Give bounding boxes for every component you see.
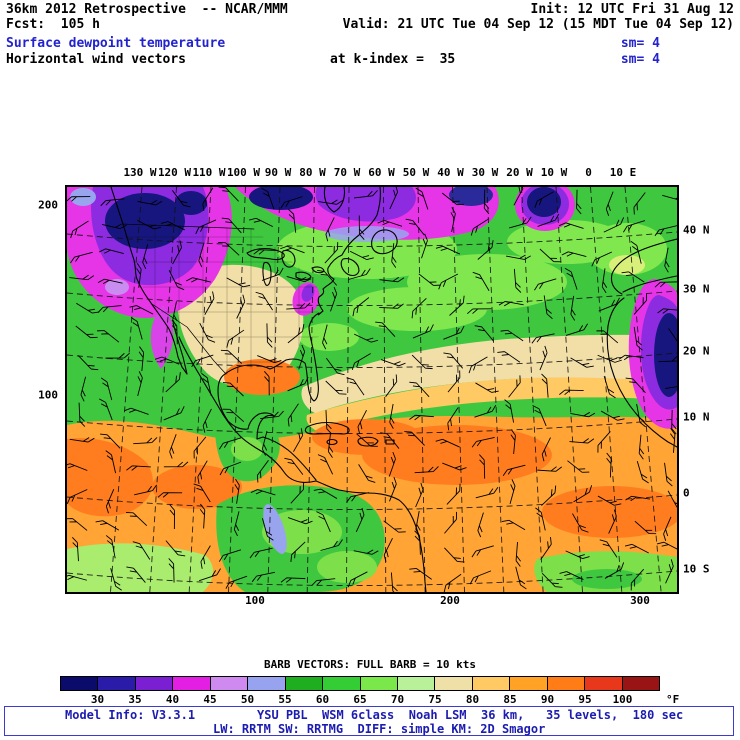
colorbar-tick: 100 [612,693,633,706]
longitude-label: 110 W [192,166,226,179]
vector-title: Horizontal wind vectors [6,52,187,67]
colorbar-cell [323,677,361,690]
colorbar-tick: 85 [503,693,517,706]
colorbar-cell [360,677,398,690]
colorbar [60,676,660,691]
colorbar-tick: 75 [428,693,442,706]
colorbar-cell [435,677,473,690]
longitude-label: 70 W [333,166,361,179]
grid-y-label: 100 [38,388,58,402]
colorbar-tick: 95 [578,693,592,706]
longitude-axis: 130 W 120 W 110 W 100 W 90 W 80 W 70 W 60 W 50 W… [65,166,675,182]
map-svg [67,187,677,592]
latitude-label: 30 N [683,282,710,296]
latitude-label: 10 N [683,410,710,424]
valid-time: Valid: 21 UTC Tue 04 Sep 12 (15 MDT Tue … [342,17,734,32]
longitude-label: 90 W [264,166,292,179]
colorbar-cell [135,677,174,690]
colorbar-cell [98,677,136,690]
colorbar-tick: 40 [165,693,180,706]
latitude-label: 10 S [683,562,710,576]
colorbar-cell [547,677,586,690]
longitude-label: 120 W [157,166,192,179]
forecast-hour: Fcst: 105 h [6,17,100,32]
longitude-label: 40 W [437,166,464,179]
coastlines [110,187,677,592]
colorbar-cell [472,677,511,690]
grid-x-label: 300 [630,594,650,607]
longitude-label: 130 W [123,166,157,179]
longitude-label: 10 E [609,166,637,179]
model-title: 36km 2012 Retrospective -- NCAR/MMM [6,2,288,17]
longitude-label: 20 W [506,166,533,179]
grid-y-axis: 200 100 [28,185,60,590]
map-canvas [65,185,679,594]
colorbar-cell [210,677,249,690]
colorbar-cell [173,677,211,690]
latitude-label: 20 N [683,344,710,358]
colorbar-tick: 65 [353,693,367,706]
model-version: Model Info: V3.3.1 [65,708,196,722]
physics-summary-2: LW: RRTM SW: RRTMG DIFF: simple KM: 2D S… [213,722,546,736]
grid-x-label: 100 [245,594,265,607]
colorbar-tick: 30 [90,693,105,706]
longitude-label: 30 W [471,166,499,179]
state-borders [122,225,319,375]
longitude-label: 80 W [299,166,326,179]
colorbar-tick: 80 [465,693,480,706]
colorbar-cell [622,677,659,690]
colorbar-tick-labels: 30 35 40 45 50 55 60 65 70 75 80 85 90 95 100 [60,693,660,706]
longitude-label: 10 W [540,166,568,179]
colorbar-cell [510,677,548,690]
colorbar-cell [248,677,286,690]
field-smoothing: sm= 4 [620,36,660,51]
field-title: Surface dewpoint temperature [6,36,226,51]
colorbar-cell [61,677,99,690]
vector-smoothing: sm= 4 [620,52,660,67]
colorbar-tick: 60 [315,693,330,706]
colorbar-unit: °F [666,693,680,706]
colorbar-tick: 90 [540,693,555,706]
colorbar-cell [285,677,324,690]
model-info-box: Model Info: V3.3.1 YSU PBL WSM 6class No… [4,706,734,736]
latitude-axis: 40 N 30 N 20 N 10 N 0 10 S [679,185,735,590]
latitude-label: 0 [683,486,690,500]
latitude-label: 40 N [683,223,710,237]
barb-legend-caption: BARB VECTORS: FULL BARB = 10 kts [264,658,476,671]
longitude-label: 50 W [402,166,430,179]
colorbar-tick: 50 [240,693,255,706]
grid-x-axis: 100 200 300 [65,594,675,608]
grid-y-label: 200 [38,198,58,212]
colorbar-cell [585,677,623,690]
colorbar-tick: 70 [390,693,405,706]
physics-summary: YSU PBL WSM 6class Noah LSM 36 km, 35 le… [257,708,684,722]
colorbar-cell [397,677,436,690]
colorbar-tick: 45 [203,693,217,706]
longitude-label: 60 W [368,166,395,179]
colorbar-tick: 55 [278,693,292,706]
vector-level: at k-index = 35 [330,52,456,67]
longitude-label: 100 W [226,166,261,179]
longitude-label: 0 [585,166,592,179]
grid-x-label: 200 [440,594,460,607]
init-time: Init: 12 UTC Fri 31 Aug 12 [530,2,735,17]
colorbar-tick: 35 [128,693,142,706]
